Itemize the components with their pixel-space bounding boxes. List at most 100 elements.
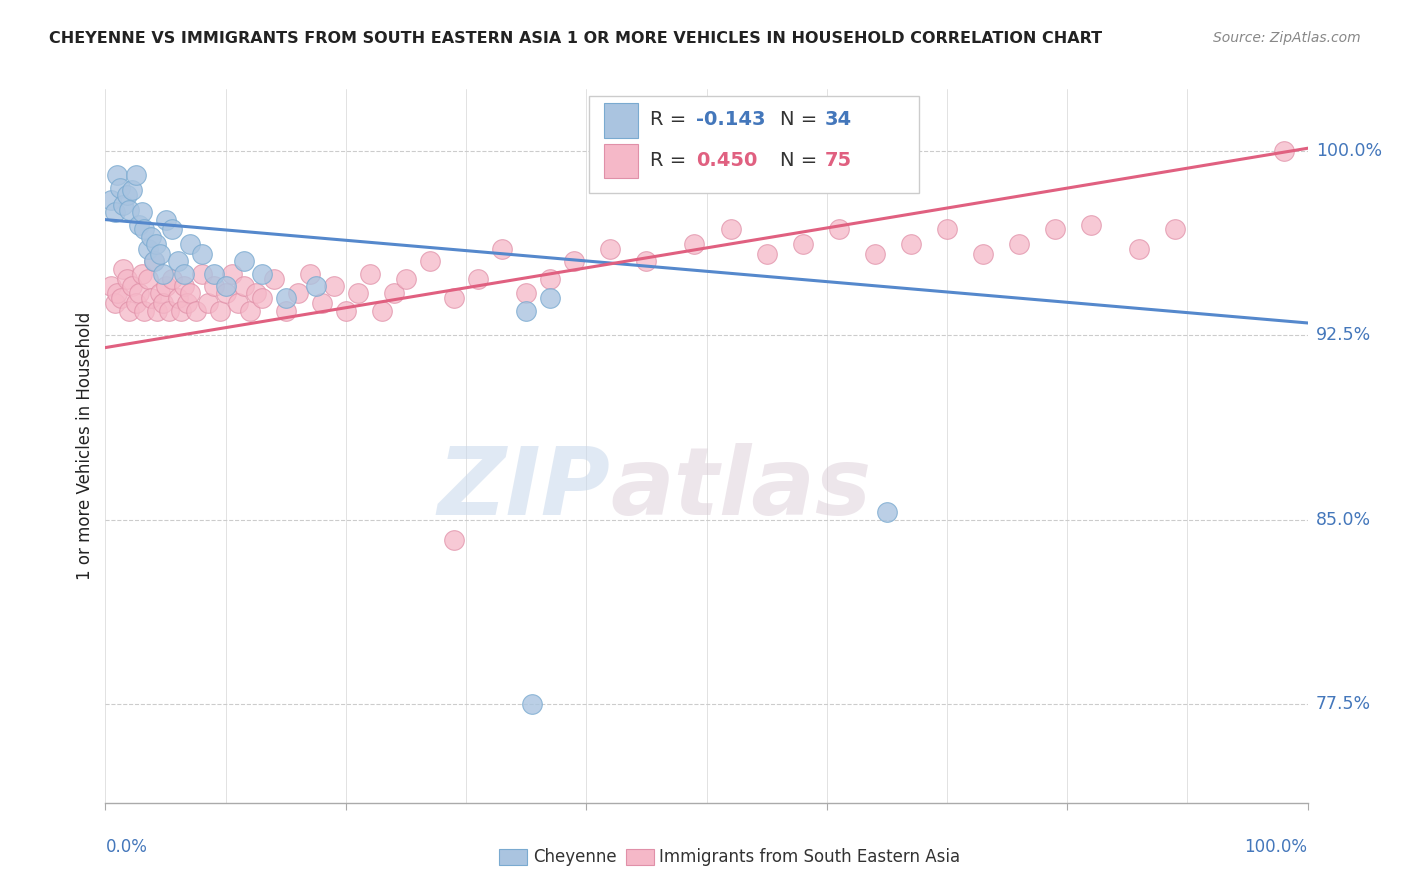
Point (467, 271, 489, 285)
Point (131, 267, 153, 281)
Point (170, 303, 193, 318)
Point (118, 202, 141, 217)
Text: N =: N = (780, 151, 824, 170)
Point (562, 254, 585, 268)
Point (538, 291, 561, 305)
Point (176, 296, 198, 310)
Text: R =: R = (650, 110, 693, 128)
Point (876, 505, 898, 519)
Point (239, 303, 262, 318)
Point (124, 296, 146, 310)
Point (250, 291, 273, 305)
Text: 34: 34 (824, 110, 852, 128)
Point (232, 279, 254, 293)
Point (755, 247, 778, 261)
Point (202, 279, 225, 293)
Point (110, 291, 132, 305)
Point (160, 271, 183, 285)
Point (139, 230, 162, 244)
Point (1164, 222, 1187, 236)
Point (197, 296, 219, 310)
Point (139, 291, 162, 305)
Point (287, 286, 309, 301)
Point (419, 254, 441, 268)
Point (863, 247, 886, 261)
Text: atlas: atlas (610, 442, 872, 535)
Text: 0.450: 0.450 (696, 151, 756, 170)
Text: 100.0%: 100.0% (1316, 142, 1382, 160)
Point (136, 242, 159, 256)
Point (131, 205, 153, 219)
Point (515, 303, 537, 318)
Text: CHEYENNE VS IMMIGRANTS FROM SOUTH EASTERN ASIA 1 OR MORE VEHICLES IN HOUSEHOLD C: CHEYENNE VS IMMIGRANTS FROM SOUTH EASTER… (49, 31, 1102, 46)
Point (132, 222, 155, 236)
Point (179, 237, 201, 252)
FancyBboxPatch shape (589, 96, 920, 193)
Point (190, 267, 212, 281)
Point (152, 296, 174, 310)
FancyBboxPatch shape (605, 103, 638, 137)
Point (184, 303, 207, 318)
Point (538, 271, 561, 285)
Text: 0.0%: 0.0% (105, 838, 148, 855)
Point (128, 218, 150, 232)
Point (148, 286, 170, 301)
Point (132, 303, 155, 318)
Point (491, 242, 513, 256)
Point (371, 303, 394, 318)
Point (221, 267, 243, 281)
Point (522, 698, 544, 712)
Text: ZIP: ZIP (437, 442, 610, 535)
Point (115, 271, 138, 285)
Point (142, 254, 165, 268)
Point (232, 254, 254, 268)
Point (121, 183, 143, 197)
Point (157, 303, 180, 318)
Point (160, 222, 183, 236)
Point (115, 188, 138, 202)
Point (179, 286, 201, 301)
Point (128, 286, 150, 301)
Point (683, 237, 706, 252)
Point (118, 303, 141, 318)
Text: Immigrants from South Eastern Asia: Immigrants from South Eastern Asia (659, 848, 960, 866)
Point (108, 180, 131, 194)
Point (936, 222, 959, 236)
Text: R =: R = (650, 151, 693, 170)
Point (322, 279, 344, 293)
Point (720, 222, 742, 236)
Point (166, 291, 188, 305)
Point (107, 169, 129, 183)
Point (142, 254, 165, 268)
Text: N =: N = (780, 110, 824, 128)
Point (1128, 242, 1150, 256)
Point (274, 291, 297, 305)
Text: Source: ZipAtlas.com: Source: ZipAtlas.com (1213, 31, 1361, 45)
Point (107, 286, 129, 301)
Point (900, 237, 922, 252)
Point (792, 237, 814, 252)
Point (112, 198, 135, 212)
Point (599, 242, 621, 256)
Text: 77.5%: 77.5% (1316, 696, 1371, 714)
Point (395, 271, 418, 285)
Point (214, 286, 236, 301)
Point (124, 169, 146, 183)
Point (214, 279, 236, 293)
Point (972, 247, 994, 261)
Point (311, 296, 333, 310)
Point (443, 533, 465, 547)
Point (136, 271, 159, 285)
Text: 85.0%: 85.0% (1316, 511, 1371, 529)
Point (173, 279, 195, 293)
Point (155, 279, 177, 293)
Point (1008, 237, 1031, 252)
Point (100, 279, 122, 293)
Point (121, 279, 143, 293)
Point (443, 291, 465, 305)
Text: Cheyenne: Cheyenne (533, 848, 616, 866)
Point (274, 303, 297, 318)
Point (202, 267, 225, 281)
Point (250, 267, 273, 281)
Point (145, 237, 167, 252)
